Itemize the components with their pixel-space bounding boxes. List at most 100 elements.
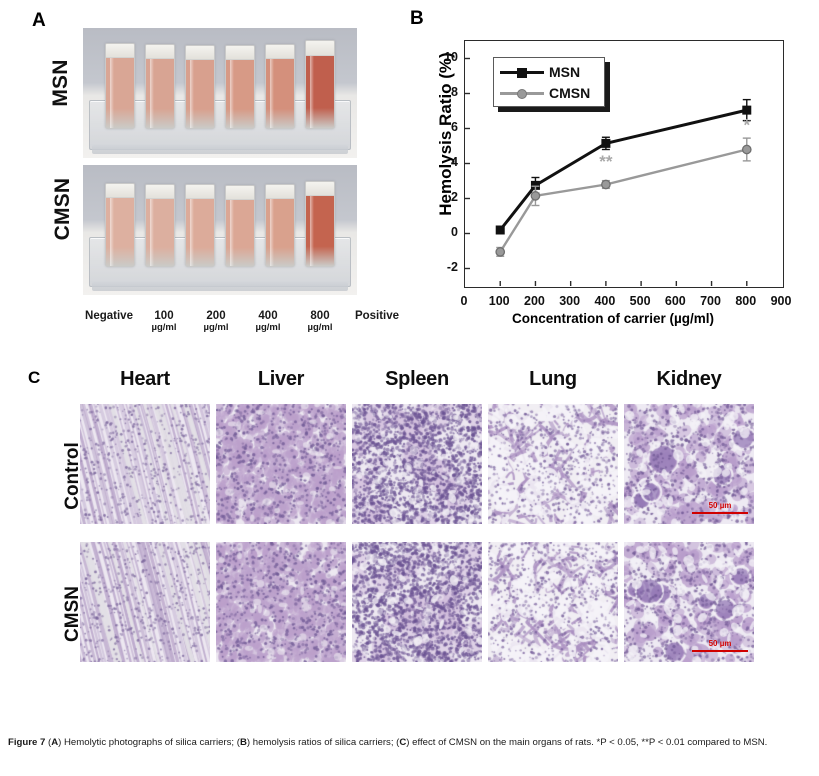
- vial-1: [105, 43, 135, 129]
- y-tick-4: 4: [451, 154, 458, 169]
- vial-label-6: Positive: [342, 310, 412, 323]
- tissue-image-cmsn-lung: [488, 542, 618, 662]
- vial-highlight: [309, 196, 315, 266]
- legend-label-msn: MSN: [549, 64, 581, 80]
- tissue-canvas: [352, 542, 482, 662]
- scale-bar-label: 50 µm: [708, 639, 732, 649]
- tissue-canvas: [80, 404, 210, 524]
- vial-5: [265, 44, 295, 129]
- legend-label-cmsn: CMSN: [549, 85, 591, 101]
- caption-ref-c: C: [399, 737, 407, 748]
- figure-caption: Figure 7 (A) Hemolytic photographs of si…: [8, 736, 813, 751]
- caption-seg-2: ) Hemolytic photographs of silica carrie…: [58, 737, 240, 748]
- tissue-image-control-liver: [216, 404, 346, 524]
- caption-figure-label: Figure 7: [8, 737, 46, 748]
- vial-highlight: [109, 58, 115, 128]
- vial-cap: [266, 45, 294, 60]
- chart-x-axis-label: Concentration of carrier (µg/ml): [511, 311, 715, 326]
- organ-header-lung: Lung: [529, 368, 577, 390]
- panel-a-hemolytic-photographs: MSN CMSN Negative 100 µg/ml 200 µg/ml 400 µg/m…: [20, 10, 399, 340]
- legend-item-cmsn: CMSN: [500, 82, 590, 104]
- panel-b-letter: B: [410, 8, 424, 29]
- tissue-canvas: [488, 542, 618, 662]
- scale-bar-line: [692, 650, 748, 652]
- vial-label-name: 200: [206, 310, 226, 322]
- vial-label-3: 200 µg/ml: [190, 310, 242, 334]
- vial-cap: [306, 182, 334, 197]
- vial-label-name: Negative: [85, 310, 133, 322]
- scale-bar-line: [692, 512, 748, 514]
- vial-highlight: [269, 198, 275, 266]
- svg-text:*: *: [743, 115, 750, 134]
- vial-cap: [146, 45, 174, 60]
- vial-cap: [226, 186, 254, 200]
- tissue-canvas: [80, 542, 210, 662]
- vial-6: [305, 40, 335, 129]
- svg-text:**: **: [599, 152, 613, 171]
- panel-a-vial-labels: Negative 100 µg/ml 200 µg/ml 400 µg/ml 800 µg/ml…: [80, 310, 399, 348]
- vial-highlight: [309, 55, 315, 128]
- x-tick-300: 300: [559, 294, 581, 308]
- vial-cap: [266, 185, 294, 199]
- photo-cmsn-vials: [83, 165, 357, 295]
- chart-plot-area: ** * MSN CMSN: [464, 40, 784, 288]
- tissue-canvas: [352, 404, 482, 524]
- caption-ref-a: A: [51, 737, 59, 748]
- vial-2: [145, 44, 175, 129]
- tissue-image-cmsn-heart: [80, 542, 210, 662]
- photo-msn-vials: [83, 28, 357, 158]
- tissue-image-cmsn-spleen: [352, 542, 482, 662]
- tissue-image-control-spleen: [352, 404, 482, 524]
- organ-header-spleen: Spleen: [385, 368, 449, 390]
- tissue-canvas: [216, 542, 346, 662]
- x-tick-700: 700: [700, 294, 721, 308]
- x-tick-0: 0: [460, 294, 468, 308]
- caption-seg-1: (: [45, 737, 52, 748]
- vial-label-unit: µg/ml: [151, 322, 177, 334]
- x-tick-900: 900: [770, 294, 792, 308]
- tissue-canvas: [624, 542, 754, 662]
- chart-svg: ***: [465, 57, 752, 286]
- chart-legend: MSN CMSN: [493, 57, 605, 107]
- tissue-canvas: [488, 404, 618, 524]
- chart-y-axis-label: Hemolysis Ratio (%): [436, 52, 455, 216]
- y-tick-6: 6: [451, 119, 458, 134]
- tissue-image-control-lung: [488, 404, 618, 524]
- x-tick-200: 200: [524, 294, 545, 308]
- vial-cap: [106, 44, 134, 59]
- vial-3: [185, 45, 215, 129]
- vial-label-name: 400: [258, 310, 278, 322]
- vial-2: [145, 184, 175, 267]
- panel-a-row-label-msn: MSN: [49, 59, 72, 107]
- legend-key-cmsn: [500, 86, 544, 100]
- x-tick-600: 600: [664, 294, 686, 308]
- vial-highlight: [189, 59, 195, 128]
- vial-label-5: 800 µg/ml: [294, 310, 346, 334]
- vial-label-2: 100 µg/ml: [138, 310, 190, 334]
- caption-seg-3: ) hemolysis ratios of silica carriers; (: [246, 737, 400, 748]
- y-tick-0: 0: [451, 224, 458, 239]
- vial-cap: [146, 185, 174, 199]
- y-tick-8: 8: [451, 84, 458, 99]
- vial-label-unit: µg/ml: [255, 322, 281, 334]
- caption-ref-b: B: [239, 737, 247, 748]
- x-tick-500: 500: [629, 294, 651, 308]
- vial-3: [185, 184, 215, 267]
- organ-header-heart: Heart: [120, 368, 170, 390]
- vial-cap: [186, 185, 214, 199]
- scale-bar: 50 µm: [692, 640, 748, 652]
- vial-highlight: [269, 59, 275, 128]
- vial-1: [105, 183, 135, 267]
- vial-highlight: [149, 59, 155, 128]
- vial-label-unit: µg/ml: [307, 322, 333, 334]
- y-tick-10: 10: [444, 49, 458, 64]
- tissue-canvas: [216, 404, 346, 524]
- scale-bar: 50 µm: [692, 502, 748, 514]
- x-tick-800: 800: [735, 294, 757, 308]
- legend-key-msn: [500, 65, 544, 79]
- caption-seg-4: ) effect of CMSN on the main organs of r…: [406, 737, 768, 748]
- vial-cap: [106, 184, 134, 198]
- vial-highlight: [229, 199, 235, 266]
- vial-highlight: [109, 197, 115, 266]
